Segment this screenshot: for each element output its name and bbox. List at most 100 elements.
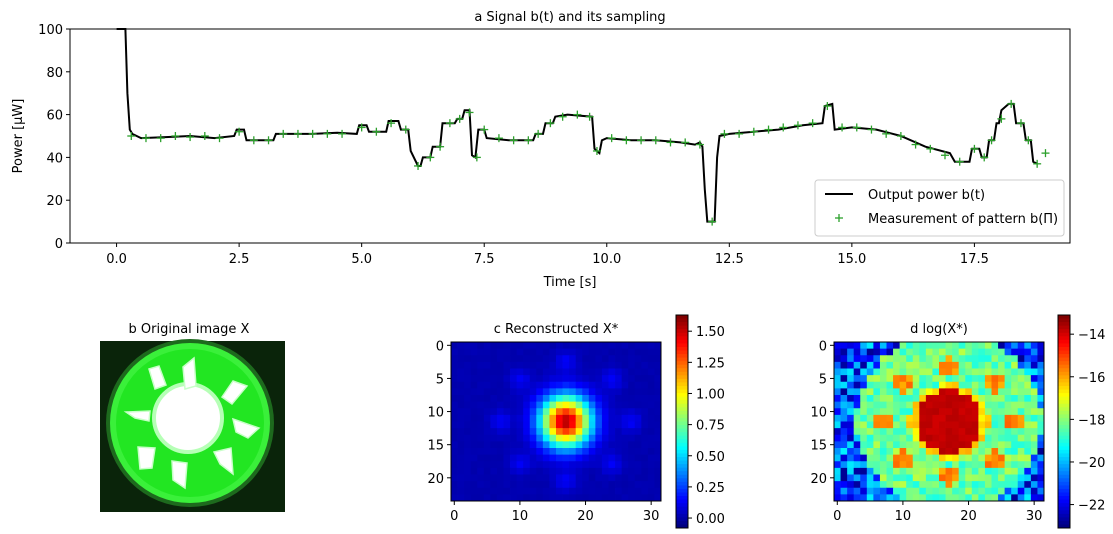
heatmap-cell bbox=[483, 408, 491, 416]
heatmap-cell bbox=[952, 401, 960, 409]
heatmap-cell bbox=[853, 414, 861, 422]
heatmap-cell bbox=[490, 461, 498, 469]
heatmap-cell bbox=[549, 448, 557, 456]
heatmap-cell bbox=[834, 348, 841, 356]
heatmap-cell bbox=[457, 428, 465, 436]
heatmap-cell bbox=[457, 414, 465, 422]
heatmap-cell bbox=[919, 401, 927, 409]
heatmap-cell bbox=[984, 395, 992, 403]
heatmap-cell bbox=[945, 487, 953, 495]
colorbar-band bbox=[676, 492, 688, 497]
heatmap-cell bbox=[608, 467, 616, 475]
heatmap-cell bbox=[496, 361, 504, 369]
heatmap-cell bbox=[1037, 414, 1045, 422]
measurement-point bbox=[200, 132, 209, 140]
heatmap-cell bbox=[536, 487, 544, 495]
heatmap-cell bbox=[641, 441, 649, 449]
heatmap-cell bbox=[984, 381, 992, 389]
heatmap-cell bbox=[971, 428, 979, 436]
colorbar-band bbox=[676, 506, 688, 511]
heatmap-cell bbox=[853, 454, 861, 462]
heatmap-cell bbox=[641, 355, 649, 363]
heatmap-cell bbox=[536, 474, 544, 482]
heatmap-cell bbox=[1037, 368, 1045, 376]
x-tick-label: 0 bbox=[450, 509, 458, 524]
heatmap-cell bbox=[549, 461, 557, 469]
heatmap-cell bbox=[925, 461, 933, 469]
heatmap-cell bbox=[641, 494, 649, 502]
heatmap-cell bbox=[873, 401, 881, 409]
heatmap-cell bbox=[621, 395, 629, 403]
heatmap-cell bbox=[457, 401, 465, 409]
heatmap-cell bbox=[470, 487, 478, 495]
heatmap-cell bbox=[847, 441, 855, 449]
heatmap-cell bbox=[510, 494, 518, 502]
heatmap-cell bbox=[971, 361, 979, 369]
panel-a-legend: Output power b(t) Measurement of pattern… bbox=[814, 179, 1065, 237]
heatmap-cell bbox=[873, 434, 881, 442]
heatmap-cell bbox=[906, 361, 914, 369]
heatmap-cell bbox=[588, 481, 596, 489]
y-tick-label: 0 bbox=[55, 237, 63, 252]
heatmap-cell bbox=[886, 421, 894, 429]
heatmap-cell bbox=[866, 481, 874, 489]
heatmap-cell bbox=[588, 441, 596, 449]
heatmap-cell bbox=[1037, 408, 1045, 416]
measurement-point bbox=[308, 129, 317, 138]
heatmap-cell bbox=[860, 428, 868, 436]
heatmap-cell bbox=[556, 434, 563, 442]
heatmap-cell bbox=[860, 361, 868, 369]
heatmap-cell bbox=[952, 375, 960, 383]
heatmap-cell bbox=[1030, 487, 1038, 495]
heatmap-cell bbox=[853, 428, 861, 436]
heatmap-cell bbox=[490, 355, 498, 363]
heatmap-cell bbox=[582, 408, 590, 416]
heatmap-cell bbox=[840, 368, 848, 376]
heatmap-cell bbox=[477, 421, 485, 429]
heatmap-cell bbox=[634, 461, 642, 469]
heatmap-cell bbox=[451, 368, 458, 376]
heatmap-cell bbox=[1017, 388, 1025, 396]
heatmap-cell bbox=[971, 494, 979, 502]
heatmap-cell bbox=[641, 481, 649, 489]
heatmap-cell bbox=[886, 487, 894, 495]
heatmap-cell bbox=[588, 414, 596, 422]
heatmap-cell bbox=[1017, 342, 1025, 350]
heatmap-cell bbox=[899, 401, 907, 409]
heatmap-cell bbox=[952, 441, 960, 449]
heatmap-cell bbox=[503, 441, 511, 449]
heatmap-cell bbox=[601, 481, 609, 489]
heatmap-cell bbox=[978, 448, 986, 456]
heatmap-cell bbox=[912, 448, 920, 456]
heatmap-cell bbox=[608, 448, 616, 456]
heatmap-cell bbox=[451, 454, 458, 462]
heatmap-cell bbox=[621, 467, 629, 475]
heatmap-cell bbox=[840, 361, 848, 369]
heatmap-cell bbox=[529, 461, 537, 469]
heatmap-cell bbox=[496, 408, 504, 416]
heatmap-cell bbox=[451, 481, 458, 489]
heatmap-cell bbox=[978, 355, 986, 363]
x-tick-label: 20 bbox=[577, 509, 594, 524]
heatmap-cell bbox=[483, 381, 491, 389]
heatmap-cell bbox=[510, 388, 518, 396]
heatmap-cell bbox=[516, 368, 524, 376]
heatmap-cell bbox=[542, 474, 550, 482]
original-image bbox=[100, 339, 285, 512]
heatmap-cell bbox=[939, 348, 946, 356]
heatmap-cell bbox=[991, 487, 999, 495]
heatmap-cell bbox=[932, 375, 940, 383]
heatmap-cell bbox=[886, 348, 894, 356]
heatmap-cell bbox=[1017, 381, 1025, 389]
heatmap-cell bbox=[582, 381, 590, 389]
heatmap-cell bbox=[879, 481, 887, 489]
heatmap-cell bbox=[457, 448, 465, 456]
heatmap-cell bbox=[457, 481, 465, 489]
heatmap-cell bbox=[906, 342, 914, 350]
heatmap-cell bbox=[516, 428, 524, 436]
heatmap-cell bbox=[971, 401, 979, 409]
measurement-point bbox=[401, 125, 410, 134]
colorbar-band bbox=[676, 329, 688, 334]
heatmap-cell bbox=[932, 395, 940, 403]
heatmap-cell bbox=[536, 361, 544, 369]
